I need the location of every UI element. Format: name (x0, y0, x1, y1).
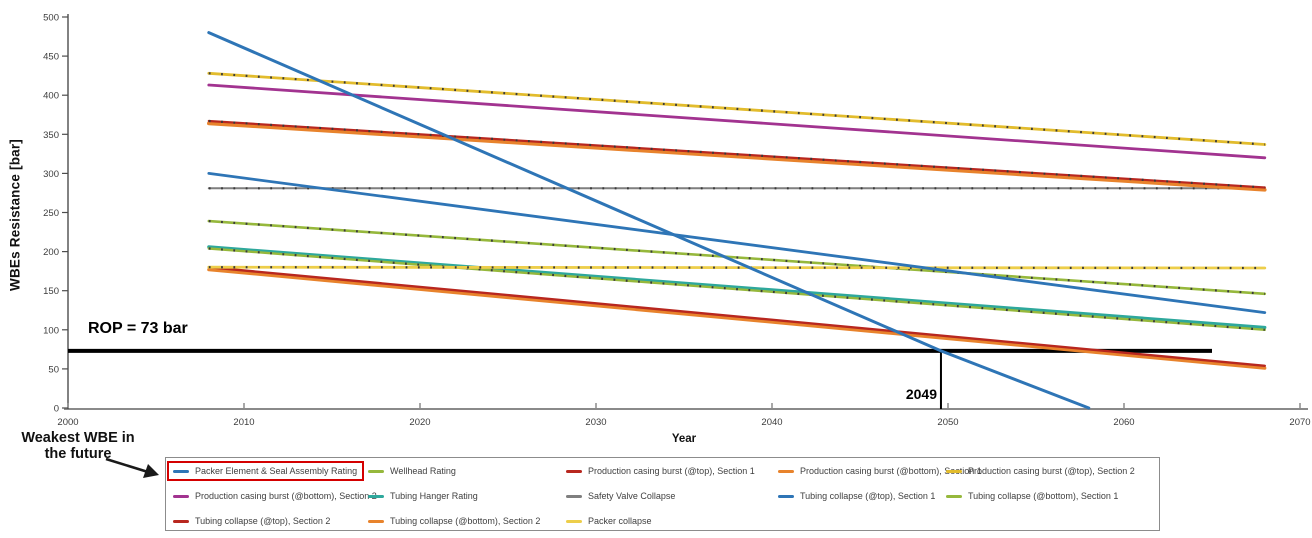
weakest-wbe-note-line2: the future (44, 446, 112, 462)
y-tick-label: 150 (43, 286, 59, 297)
y-tick-label: 350 (43, 130, 59, 141)
legend-item-label: Tubing collapse (@bottom), Section 2 (390, 516, 541, 526)
rop-annotation-label: ROP = 73 bar (88, 320, 188, 337)
weakest-note-arrow (105, 457, 149, 474)
legend-item-tubing-collapse-top-section-2: Tubing collapse (@top), Section 2 (173, 516, 330, 526)
y-tick-label: 200 (43, 247, 59, 258)
x-tick-label: 2050 (937, 417, 958, 428)
legend-item-label: Tubing Hanger Rating (390, 491, 478, 501)
y-tick-label: 100 (43, 325, 59, 336)
y-tick-label: 50 (48, 364, 59, 375)
series-production-casing-burst-bottom-section-1 (207, 121, 1267, 192)
legend-item-tubing-collapse-bottom-section-2: Tubing collapse (@bottom), Section 2 (368, 516, 540, 526)
legend-swatch (778, 494, 794, 498)
legend-item-label: Production casing burst (@top), Section … (588, 466, 755, 476)
y-tick-label: 400 (43, 91, 59, 102)
x-tick-label: 2070 (1289, 417, 1310, 428)
legend-item-wellhead-rating: Wellhead Rating (368, 466, 456, 476)
weakest-wbe-note: Weakest WBE in the future (2, 430, 154, 462)
x-tick-label: 2020 (409, 417, 430, 428)
series-packer-collapse (207, 265, 1267, 270)
series-production-casing-burst-bottom-section-2 (207, 83, 1267, 160)
y-tick-label: 300 (43, 169, 59, 180)
weakest-note-arrowhead (143, 464, 159, 478)
series-tubing-collapse-top-section-2 (207, 266, 1267, 367)
weakest-wbe-note-line1: Weakest WBE in (21, 430, 135, 446)
legend-item-production-casing-burst-top-section-1: Production casing burst (@top), Section … (566, 466, 755, 476)
series-production-casing-burst-top-section-2-markers (208, 72, 1265, 146)
legend-item-tubing-collapse-top-section-1: Tubing collapse (@top), Section 1 (778, 491, 935, 501)
legend-item-label: Tubing collapse (@top), Section 1 (800, 491, 936, 501)
legend-item-label: Wellhead Rating (390, 466, 456, 476)
legend-swatch (566, 494, 582, 498)
legend-swatch (946, 469, 962, 473)
series-wellhead-rating-markers (208, 220, 1265, 295)
legend-swatch (368, 469, 384, 473)
legend-item-tubing-hanger-rating: Tubing Hanger Rating (368, 491, 478, 501)
legend-swatch (173, 519, 189, 523)
legend-item-safety-valve-collapse: Safety Valve Collapse (566, 491, 675, 501)
legend-swatch (778, 469, 794, 473)
legend-item-tubing-collapse-bottom-section-1: Tubing collapse (@bottom), Section 1 (946, 491, 1118, 501)
x-tick-label: 2040 (761, 417, 782, 428)
y-tick-label: 500 (43, 13, 59, 24)
y-tick-label: 450 (43, 52, 59, 63)
y-tick-label: 250 (43, 208, 59, 219)
intersection-year-label: 2049 (905, 386, 937, 402)
legend-item-production-casing-burst-bottom-section-1: Production casing burst (@bottom), Secti… (778, 466, 982, 476)
legend-item-packer-element-seal-assembly-rating: Packer Element & Seal Assembly Rating (167, 461, 365, 481)
series-tubing-collapse-bottom-section-2 (207, 268, 1267, 370)
legend-item-label: Packer collapse (588, 516, 652, 526)
x-tick-label: 2030 (585, 417, 606, 428)
legend-item-label: Production casing burst (@top), Section … (968, 466, 1135, 476)
legend-item-label: Tubing collapse (@top), Section 2 (195, 516, 331, 526)
legend-swatch (368, 494, 384, 498)
y-axis-title: WBEs Resistance [bar] (7, 139, 23, 291)
legend-swatch (173, 494, 189, 498)
legend-swatch (173, 469, 189, 473)
legend-swatch (566, 469, 582, 473)
x-tick-label: 2060 (1113, 417, 1134, 428)
legend-item-label: Packer Element & Seal Assembly Rating (195, 466, 358, 476)
legend-item-label: Production casing burst (@bottom), Secti… (800, 466, 982, 476)
legend-item-label: Production casing burst (@bottom), Secti… (195, 491, 377, 501)
legend-item-production-casing-burst-top-section-2: Production casing burst (@top), Section … (946, 466, 1135, 476)
series-production-casing-burst-top-section-1-markers (208, 119, 1265, 189)
legend: Packer Element & Seal Assembly Rating Wel… (165, 457, 1160, 531)
series-tubing-collapse-bottom-section-1-markers (208, 247, 1265, 331)
legend-swatch (368, 519, 384, 523)
series-tubing-collapse-top-section-1 (207, 171, 1267, 315)
legend-item-label: Safety Valve Collapse (588, 491, 676, 501)
x-tick-label: 2000 (57, 417, 78, 428)
legend-item-production-casing-burst-bottom-section-2: Production casing burst (@bottom), Secti… (173, 491, 377, 501)
legend-swatch (566, 519, 582, 523)
y-tick-label: 0 (54, 404, 59, 415)
legend-swatch (946, 494, 962, 498)
legend-item-label: Tubing collapse (@bottom), Section 1 (968, 491, 1119, 501)
x-tick-label: 2010 (233, 417, 254, 428)
legend-item-packer-collapse: Packer collapse (566, 516, 652, 526)
series-packer-element-seal-assembly-rating (207, 31, 1091, 410)
series-tubing-hanger-rating (207, 245, 1267, 330)
x-axis-title: Year (671, 433, 697, 445)
